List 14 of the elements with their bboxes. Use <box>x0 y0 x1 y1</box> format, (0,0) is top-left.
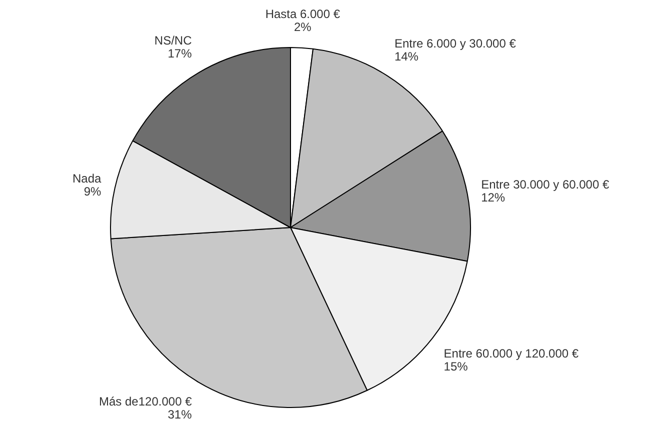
data-label: 2% <box>294 20 312 34</box>
data-label: 31% <box>168 407 192 422</box>
data-label: 12% <box>481 190 506 205</box>
data-label: 15% <box>444 359 468 374</box>
slice-label: Más de120.000 € <box>99 394 192 408</box>
data-label: 9% <box>84 184 102 199</box>
slice-label: NS/NC <box>154 34 192 48</box>
slice-label: Hasta 6.000 € <box>265 6 340 21</box>
slice-label: Entre 60.000 y 120.000 € <box>444 346 579 360</box>
slice-label: Entre 30.000 y 60.000 € <box>481 178 610 192</box>
data-label: 14% <box>394 50 419 64</box>
slice-label: Entre 6.000 y 30.000 € <box>394 36 516 51</box>
data-label: 17% <box>168 46 192 61</box>
slice-label: Nada <box>72 172 102 186</box>
